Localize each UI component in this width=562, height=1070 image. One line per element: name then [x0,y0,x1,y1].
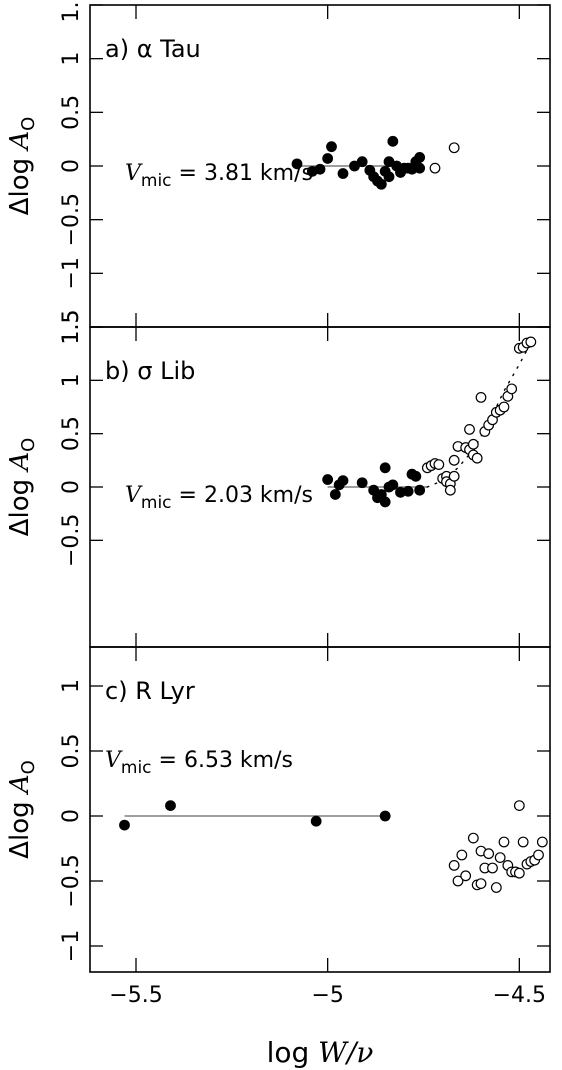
filled-data-point [322,474,334,485]
filled-data-point [337,475,349,487]
panel-title: b) σ Lib [105,357,195,385]
y-tick-label: 0 [59,480,84,494]
filled-data-point [387,479,399,491]
filled-data-point [410,470,422,482]
y-axis-label: Δlog AO [5,117,39,216]
y-tick-label: −0.5 [59,854,84,907]
filled-data-point [356,477,368,489]
filled-data-point [402,485,414,497]
y-tick-label: 1.5 [59,310,84,345]
filled-data-point [329,489,341,500]
y-tick-label: 0 [59,809,84,823]
open-data-point [525,336,537,348]
y-tick-label: 1 [59,52,84,66]
filled-data-point [291,158,303,170]
filled-data-point [310,815,322,827]
y-axis-label: Δlog AO [5,760,39,859]
filled-data-point [414,162,426,174]
open-data-point [487,862,498,874]
y-tick-label: −1 [59,257,84,289]
open-data-point [471,452,483,464]
open-data-point [467,438,479,450]
open-data-point [475,878,487,889]
open-data-point [498,401,510,413]
open-data-point [452,875,464,887]
filled-data-point [414,152,426,163]
y-tick-label: 1 [59,679,84,693]
open-data-point [490,882,502,893]
open-data-point [467,832,479,844]
y-tick-label: 1.5 [59,0,84,23]
filled-data-point [322,153,334,164]
open-data-point [498,836,510,848]
open-data-point [433,459,445,471]
x-tick-label: −5 [311,983,343,1008]
open-data-point [506,383,518,395]
panel-title: c) R Lyr [105,677,195,705]
filled-data-point [414,484,426,496]
open-data-point [464,424,475,435]
y-tick-label: −1 [59,930,84,962]
panel-title: a) α Tau [105,35,201,63]
vmic-annotation: Vmic = 3.81 km/s [125,161,313,191]
y-tick-label: 0.5 [59,95,84,130]
x-tick-label: −4.5 [493,983,546,1008]
open-data-point [448,142,460,154]
vmic-annotation: Vmic = 6.53 km/s [105,748,293,778]
open-data-point [533,849,544,861]
open-data-point [494,852,506,863]
filled-data-point [326,141,337,153]
filled-data-point [379,462,391,474]
y-tick-label: 1 [59,373,84,387]
open-data-point [456,849,468,861]
open-data-point [513,800,525,811]
filled-data-point [379,810,391,822]
filled-data-point [387,135,399,147]
panel-frame [89,646,551,973]
filled-data-point [119,819,130,831]
filled-data-point [337,168,349,179]
open-data-point [513,867,525,879]
filled-data-point [375,178,387,190]
y-tick-label: −0.5 [59,514,84,567]
y-tick-label: 0.5 [59,734,84,769]
open-data-point [460,870,472,882]
filled-data-point [314,163,326,175]
y-tick-label: 1.5 [59,310,84,345]
filled-data-point [379,496,391,508]
y-tick-label: −0.5 [59,193,84,246]
y-tick-label: 0 [59,159,84,173]
open-data-point [475,392,487,403]
open-data-point [483,848,495,860]
y-tick-label: 0.5 [59,416,84,451]
open-data-point [429,162,441,174]
x-tick-label: −5.5 [109,983,162,1008]
open-data-point [517,836,529,848]
y-axis-label: Δlog AO [5,438,39,537]
open-data-point [444,484,456,496]
open-data-point [448,860,460,871]
open-data-point [536,836,548,848]
vmic-annotation: Vmic = 2.03 km/s [125,483,313,513]
open-data-point [448,470,460,482]
x-axis-label: log W/ν [267,1036,374,1069]
open-data-point [448,454,460,466]
filled-data-point [165,800,176,811]
filled-data-point [356,156,368,168]
filled-data-point [383,171,395,183]
